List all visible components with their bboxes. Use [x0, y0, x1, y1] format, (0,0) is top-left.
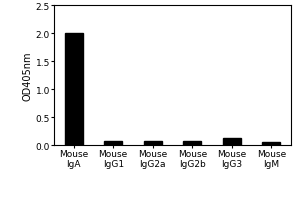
Bar — [65, 34, 82, 145]
Bar — [104, 141, 122, 145]
Bar — [262, 142, 280, 145]
Y-axis label: OD405nm: OD405nm — [23, 51, 33, 100]
Bar — [144, 141, 162, 145]
Bar — [183, 142, 201, 145]
Bar — [223, 138, 241, 145]
